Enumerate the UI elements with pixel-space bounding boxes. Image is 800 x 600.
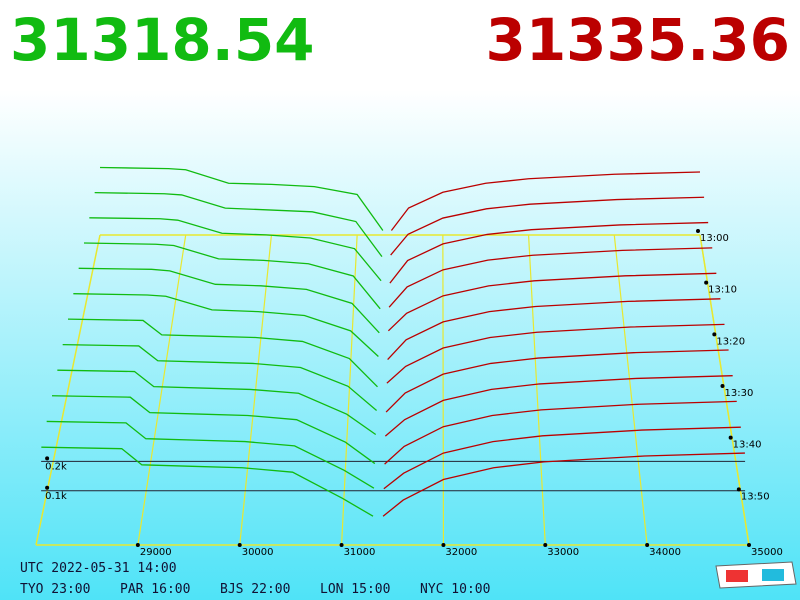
- x-tick-label: 33000: [547, 547, 579, 558]
- bid-depth-line: [83, 242, 381, 310]
- ask-depth-line: [385, 349, 729, 413]
- tick-dot: [135, 543, 140, 547]
- ask-depth-line: [383, 426, 741, 490]
- plane-edge: [35, 234, 101, 546]
- tick-dot: [704, 280, 709, 285]
- bid-depth-line: [89, 217, 382, 282]
- clock: NYC 10:00: [420, 582, 490, 597]
- ask-depth-line: [388, 247, 713, 308]
- ask-depth-line: [390, 196, 705, 256]
- time-tick-label: 13:30: [725, 388, 754, 399]
- x-tick-label: 32000: [445, 547, 477, 558]
- plot: 29000 30000 31000 32000 33000 34000 35000 0.1k 0…: [35, 166, 783, 558]
- bid-price: 31318.54: [10, 6, 315, 74]
- bid-depth-line: [57, 369, 377, 436]
- ask-depth-line: [390, 171, 701, 231]
- bid-depth-line: [78, 267, 380, 334]
- x-tick-label: 29000: [140, 547, 172, 558]
- x-tick-label: 35000: [751, 547, 783, 558]
- bid-depth-line: [62, 343, 378, 411]
- ask-depth-line: [384, 400, 737, 465]
- time-tick-label: 13:20: [716, 336, 745, 347]
- z-tick-label: 0.1k: [45, 491, 67, 502]
- grid-line: [699, 234, 750, 546]
- bid-depth-line: [46, 420, 375, 489]
- ask-depth-line: [387, 272, 717, 332]
- tick-dot: [736, 487, 741, 492]
- bid-depth-line: [94, 191, 383, 258]
- tick-dot: [237, 543, 242, 547]
- ask-depth-line: [386, 323, 725, 384]
- bid-depth-line: [41, 446, 374, 517]
- z-tick-label: 0.2k: [45, 461, 67, 472]
- bid-depth-line: [51, 395, 376, 465]
- time-tick-label: 13:50: [741, 491, 770, 502]
- tick-dot: [696, 229, 700, 233]
- x-tick-label: 34000: [649, 547, 681, 558]
- 3d-glasses-icon: [715, 561, 797, 589]
- grid-line: [442, 234, 445, 546]
- bid-depth-line: [73, 293, 379, 357]
- time-tick-label: 13:00: [700, 233, 729, 244]
- ask-depth-line: [384, 375, 733, 437]
- grid-line: [137, 234, 187, 546]
- time-tick-label: 13:10: [708, 285, 737, 296]
- tick-dot: [45, 456, 50, 461]
- bid-depth-line: [99, 166, 384, 231]
- ask-price: 31335.36: [485, 6, 790, 74]
- clocks: TYO 23:00 PAR 16:00 BJS 22:00 LON 15:00 NYC …: [20, 582, 490, 597]
- tick-dot: [728, 435, 733, 440]
- ask-depth-line: [387, 298, 721, 360]
- grid-line: [527, 234, 546, 546]
- tick-dot: [712, 332, 717, 337]
- x-tick-label: 30000: [242, 547, 274, 558]
- tick-dot: [45, 485, 50, 490]
- ask-depth-line: [389, 221, 709, 284]
- tick-dot: [747, 543, 751, 547]
- clock: LON 15:00: [320, 582, 390, 597]
- clock: BJS 22:00: [220, 582, 290, 597]
- grid-line: [340, 234, 358, 546]
- utc-time: UTC 2022-05-31 14:00: [20, 561, 177, 576]
- clock: TYO 23:00: [20, 582, 90, 597]
- tick-dot: [720, 384, 725, 388]
- x-tick-label: 31000: [344, 547, 376, 558]
- grid-line: [613, 234, 648, 546]
- tick-dot: [645, 543, 650, 547]
- time-tick-label: 13:40: [733, 440, 762, 451]
- tick-dot: [441, 543, 446, 547]
- bid-depth-line: [67, 318, 378, 388]
- clock: PAR 16:00: [120, 582, 190, 597]
- ask-depth-line: [382, 452, 745, 517]
- tick-dot: [339, 543, 344, 547]
- tick-dot: [543, 543, 548, 547]
